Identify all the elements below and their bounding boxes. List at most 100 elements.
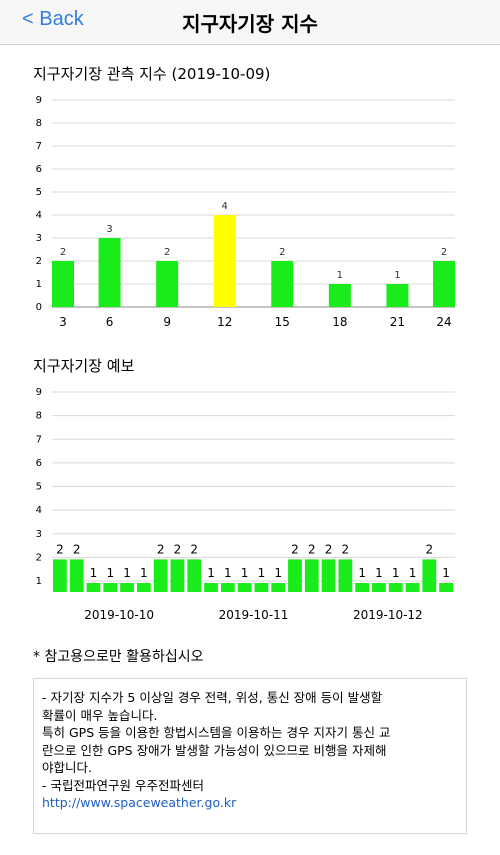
y-tick-label: 6 bbox=[36, 164, 42, 175]
y-tick-label: 7 bbox=[36, 434, 42, 445]
bar bbox=[52, 261, 74, 307]
page-title: 지구자기장 지수 bbox=[182, 12, 318, 36]
y-tick-label: 0 bbox=[36, 302, 42, 313]
bar bbox=[388, 583, 403, 592]
bar bbox=[433, 261, 455, 307]
bar bbox=[204, 583, 218, 592]
data-label: 1 bbox=[337, 270, 343, 281]
info-line: 야합니다. bbox=[42, 760, 92, 775]
data-label: 1 bbox=[358, 566, 366, 580]
y-tick-label: 9 bbox=[36, 387, 42, 398]
data-label: 2 bbox=[291, 542, 299, 556]
bar bbox=[53, 559, 67, 592]
data-label: 2 bbox=[190, 542, 198, 556]
data-label: 2 bbox=[325, 542, 333, 556]
data-label: 1 bbox=[207, 566, 215, 580]
x-tick-label: 6 bbox=[106, 315, 114, 329]
x-group-label: 2019-10-10 bbox=[84, 608, 154, 622]
y-tick-label: 1 bbox=[36, 576, 42, 587]
y-tick-label: 3 bbox=[36, 233, 42, 244]
data-label: 1 bbox=[90, 566, 98, 580]
data-label: 2 bbox=[342, 542, 350, 556]
data-label: 2 bbox=[441, 247, 447, 258]
y-tick-label: 6 bbox=[36, 458, 42, 469]
bar bbox=[86, 583, 101, 592]
info-box: - 자기장 지수가 5 이상일 경우 전력, 위성, 통신 장애 등이 발생할 … bbox=[33, 678, 467, 834]
y-tick-label: 9 bbox=[36, 95, 42, 106]
bar bbox=[372, 583, 386, 592]
bar bbox=[405, 583, 420, 592]
data-label: 2 bbox=[56, 542, 64, 556]
data-label: 4 bbox=[222, 201, 228, 212]
x-tick-label: 24 bbox=[436, 315, 451, 329]
data-label: 2 bbox=[174, 542, 182, 556]
data-label: 2 bbox=[425, 542, 433, 556]
bar bbox=[271, 261, 294, 307]
info-line: 란으로 인한 GPS 장애가 발생할 가능성이 있으므로 비행을 자제해 bbox=[42, 742, 387, 758]
y-tick-label: 8 bbox=[36, 411, 42, 422]
info-line: 확률이 매우 높습니다. bbox=[42, 707, 158, 723]
info-line: - 자기장 지수가 5 이상일 경우 전력, 위성, 통신 장애 등이 발생할 bbox=[42, 690, 383, 705]
navigation-bar: < Back 지구자기장 지수 bbox=[0, 0, 500, 45]
x-tick-label: 9 bbox=[163, 315, 171, 329]
data-label: 1 bbox=[106, 566, 114, 580]
bar bbox=[103, 583, 118, 592]
bar bbox=[98, 238, 121, 307]
back-button[interactable]: < Back bbox=[22, 8, 84, 30]
y-tick-label: 1 bbox=[36, 279, 42, 290]
data-label: 1 bbox=[375, 566, 383, 580]
data-label: 2 bbox=[308, 542, 316, 556]
data-label: 1 bbox=[140, 566, 148, 580]
bar bbox=[422, 559, 437, 592]
bar bbox=[220, 583, 235, 592]
reference-note: * 참고용으로만 활용하십시오 bbox=[33, 649, 204, 665]
spaceweather-link[interactable]: http://www.spaceweather.go.kr bbox=[42, 795, 237, 810]
data-label: 1 bbox=[224, 566, 232, 580]
y-tick-label: 4 bbox=[36, 505, 42, 516]
data-label: 3 bbox=[106, 224, 112, 235]
data-label: 1 bbox=[392, 566, 400, 580]
bar bbox=[328, 284, 351, 307]
bar bbox=[156, 261, 179, 307]
data-label: 2 bbox=[73, 542, 81, 556]
x-tick-label: 18 bbox=[332, 315, 347, 329]
y-tick-label: 7 bbox=[36, 141, 42, 152]
data-label: 1 bbox=[394, 270, 400, 281]
data-label: 2 bbox=[60, 247, 66, 258]
info-line: - 국립전파연구원 우주전파센터 bbox=[42, 777, 204, 793]
bar bbox=[386, 284, 409, 307]
bar bbox=[213, 215, 236, 307]
y-tick-label: 8 bbox=[36, 118, 42, 129]
data-label: 1 bbox=[274, 566, 282, 580]
bar bbox=[120, 583, 134, 592]
bar bbox=[304, 559, 319, 592]
x-tick-label: 21 bbox=[390, 315, 405, 329]
bar bbox=[187, 559, 202, 592]
bar bbox=[271, 583, 286, 592]
bar bbox=[136, 583, 151, 592]
bar bbox=[69, 559, 84, 592]
bar bbox=[254, 583, 269, 592]
info-line: 특히 GPS 등을 이용한 항법시스템을 이용하는 경우 지자기 통신 교 bbox=[42, 725, 391, 740]
y-tick-label: 4 bbox=[36, 210, 42, 221]
x-tick-label: 15 bbox=[275, 315, 290, 329]
y-tick-label: 5 bbox=[36, 187, 42, 198]
data-label: 1 bbox=[123, 566, 131, 580]
data-label: 2 bbox=[164, 247, 170, 258]
data-label: 2 bbox=[279, 247, 285, 258]
observed-chart-title: 지구자기장 관측 지수 (2019-10-09) bbox=[33, 65, 271, 83]
forecast-chart-title: 지구자기장 예보 bbox=[33, 357, 135, 375]
x-group-label: 2019-10-12 bbox=[353, 608, 423, 622]
data-label: 1 bbox=[258, 566, 266, 580]
y-tick-label: 2 bbox=[36, 552, 42, 563]
x-tick-label: 3 bbox=[59, 315, 67, 329]
bar bbox=[338, 559, 353, 592]
bar bbox=[170, 559, 185, 592]
bar bbox=[355, 583, 370, 592]
bar bbox=[321, 559, 336, 592]
y-tick-label: 2 bbox=[36, 256, 42, 267]
y-tick-label: 3 bbox=[36, 529, 42, 540]
bar bbox=[237, 583, 252, 592]
